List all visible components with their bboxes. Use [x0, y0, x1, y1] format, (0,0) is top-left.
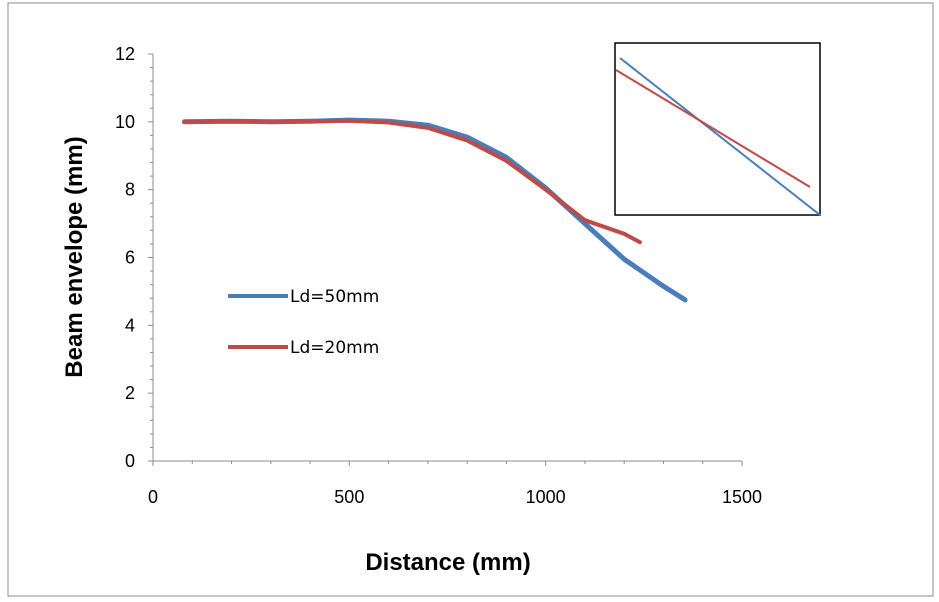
x-tick-label: 1000 [526, 487, 566, 507]
y-tick-label: 8 [125, 180, 135, 200]
y-tick-label: 2 [125, 383, 135, 403]
x-tick-label: 0 [148, 487, 158, 507]
y-tick-label: 10 [115, 112, 135, 132]
y-tick-label: 12 [115, 44, 135, 64]
x-axis-title: Distance (mm) [365, 549, 530, 576]
y-tick-label: 6 [125, 248, 135, 268]
x-axis-ticks: 0 500 1000 1500 [148, 461, 762, 507]
inset-zoom-box [614, 42, 821, 216]
y-axis-ticks: 0 2 4 6 8 10 12 [115, 44, 153, 471]
y-axis-title: Beam envelope (mm) [61, 136, 88, 377]
series-line-ld-20mm [182, 118, 642, 245]
legend: Ld=50mm Ld=20mm [228, 287, 379, 358]
x-tick-label: 500 [334, 487, 364, 507]
y-tick-label: 4 [125, 315, 135, 335]
series-layer [181, 117, 688, 303]
legend-label: Ld=50mm [290, 287, 379, 307]
y-tick-label: 0 [125, 451, 135, 471]
x-tick-label: 1500 [722, 487, 762, 507]
inset-border [614, 42, 821, 216]
legend-label: Ld=20mm [290, 338, 379, 358]
inset-line-ld-50mm [619, 57, 821, 216]
inset-line-ld-20mm [615, 69, 811, 188]
